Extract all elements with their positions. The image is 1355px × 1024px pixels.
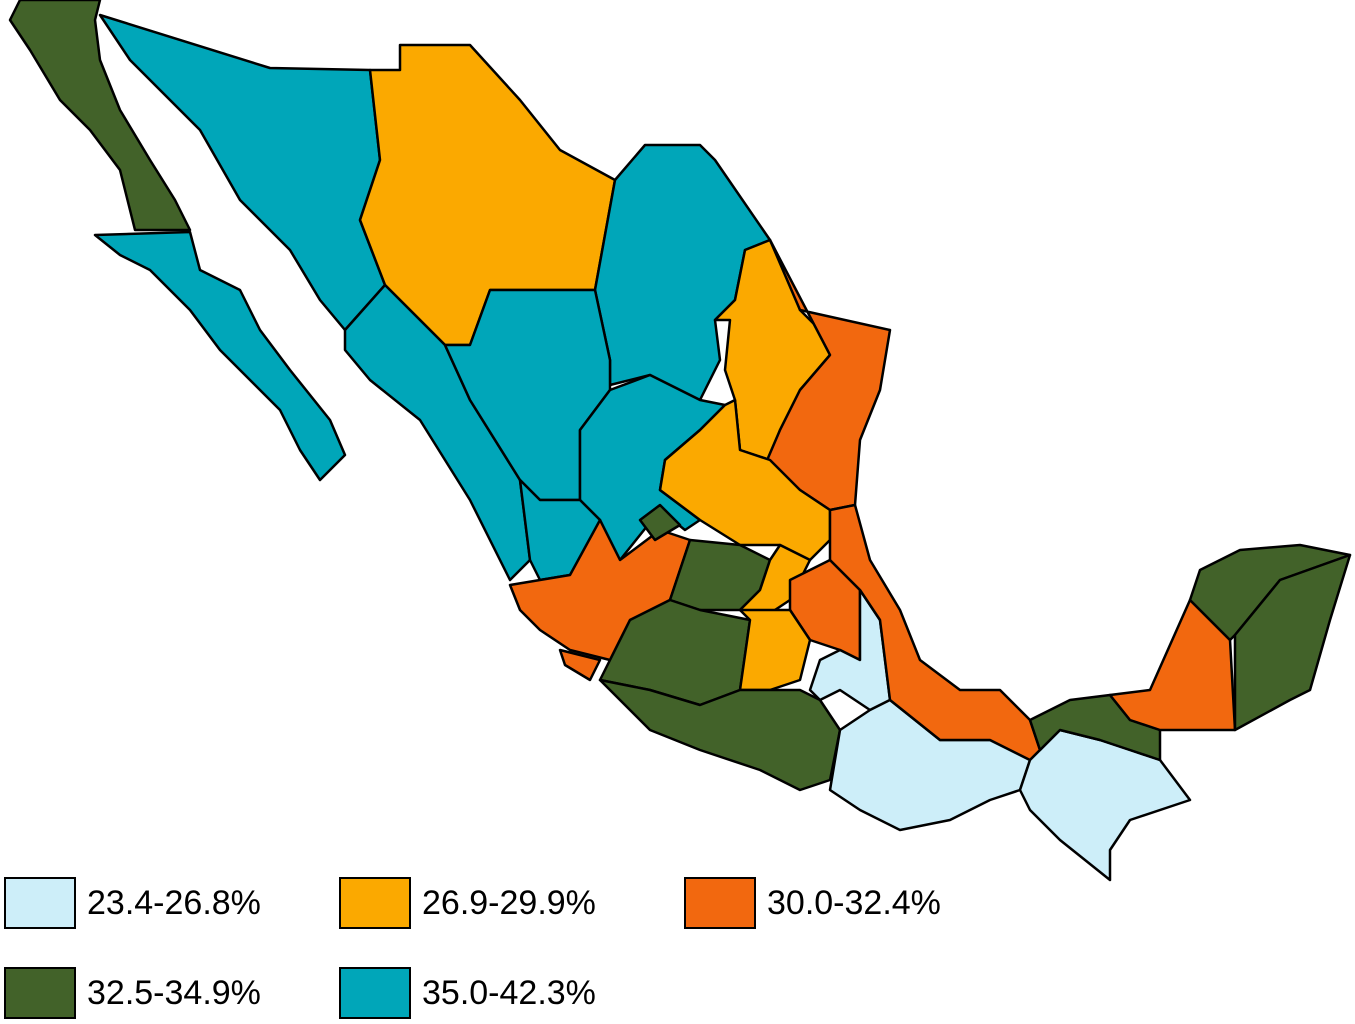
legend-swatch xyxy=(4,967,76,1019)
states xyxy=(8,0,1352,882)
state xyxy=(93,230,347,482)
state xyxy=(738,608,812,692)
state xyxy=(1108,598,1237,732)
legend-label: 30.0-32.4% xyxy=(767,884,941,922)
state xyxy=(558,648,602,682)
legend-swatch xyxy=(4,877,76,929)
state xyxy=(1018,728,1192,882)
legend-swatch xyxy=(339,877,411,929)
legend-swatch xyxy=(339,967,411,1019)
legend-label: 35.0-42.3% xyxy=(422,974,596,1012)
legend-swatch xyxy=(684,877,756,929)
state xyxy=(1233,553,1352,732)
state xyxy=(598,678,842,792)
state xyxy=(1028,693,1162,762)
legend-label: 26.9-29.9% xyxy=(422,884,596,922)
legend: 23.4-26.8% 26.9-29.9% 30.0-32.4% 32.5-34.9%… xyxy=(4,877,941,1019)
legend-label: 32.5-34.9% xyxy=(87,974,261,1012)
state xyxy=(638,503,682,542)
legend-label: 23.4-26.8% xyxy=(87,884,261,922)
state xyxy=(8,0,192,232)
